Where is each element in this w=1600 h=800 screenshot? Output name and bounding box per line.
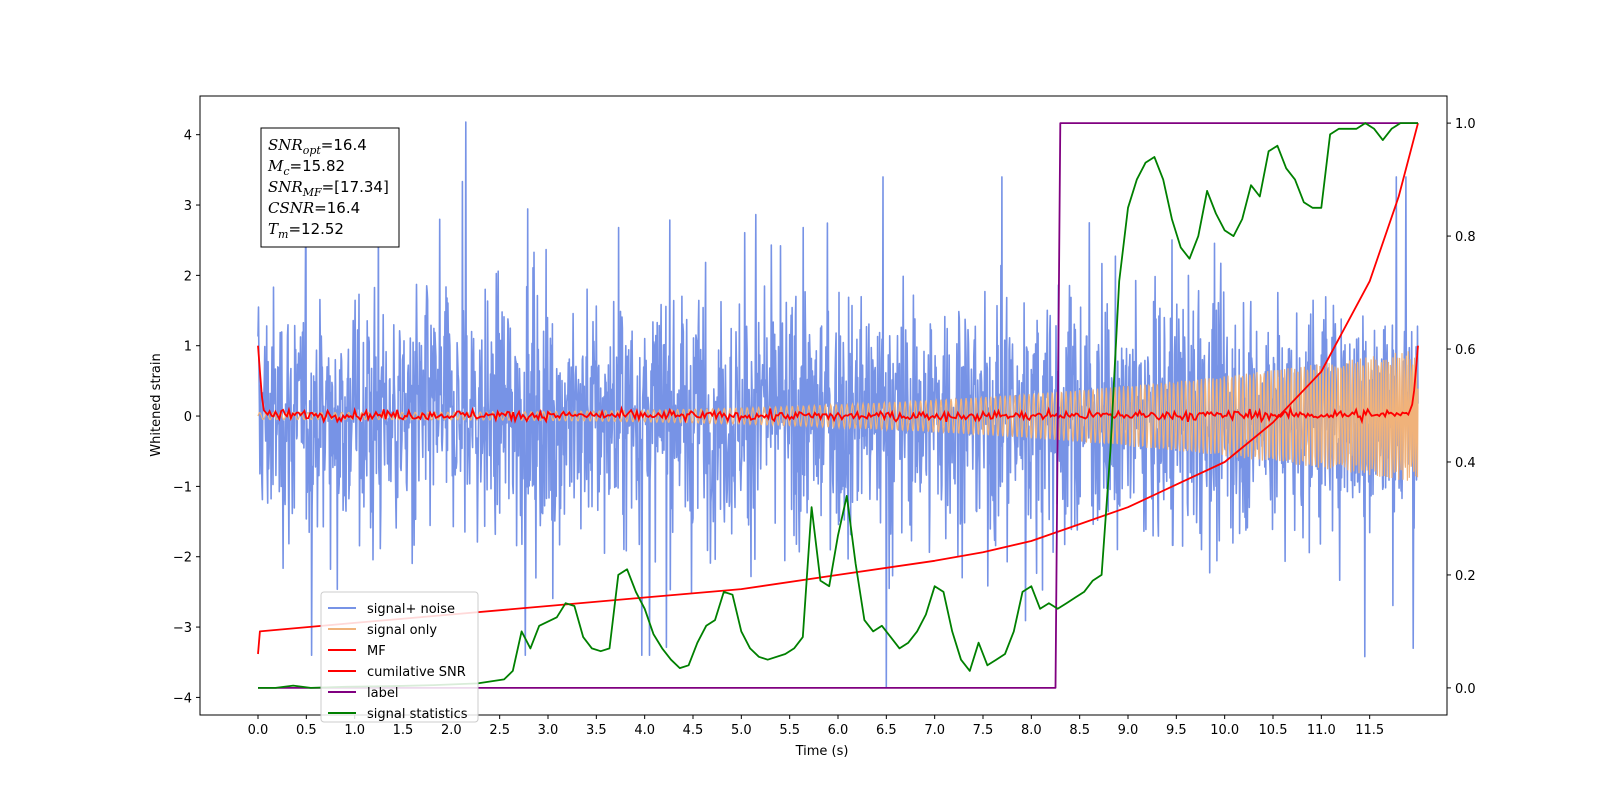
x-tick-label: 9.0 xyxy=(1118,723,1139,738)
x-tick-label: 7.5 xyxy=(973,723,994,738)
legend-label: signal only xyxy=(367,623,437,638)
y2-tick-label: 0.6 xyxy=(1455,343,1476,358)
x-tick-label: 5.0 xyxy=(731,723,752,738)
x-tick-label: 2.0 xyxy=(441,723,462,738)
series-label xyxy=(258,122,1418,689)
y-tick-label: 4 xyxy=(184,129,192,144)
y2-tick-label: 1.0 xyxy=(1455,117,1476,132)
y-tick-label: 1 xyxy=(184,340,192,355)
x-tick-label: 0.5 xyxy=(296,723,317,738)
x-tick-label: 3.0 xyxy=(538,723,559,738)
annotation-line: CSNR=16.4 xyxy=(268,199,360,217)
series-signal-statistics xyxy=(258,122,1418,689)
series-mf xyxy=(257,345,1419,425)
y2-tick-label: 0.4 xyxy=(1455,456,1476,471)
x-axis-label: Time (s) xyxy=(795,744,849,759)
x-tick-label: 6.5 xyxy=(876,723,897,738)
y-axis-label: Whitened strain xyxy=(149,353,164,456)
plot-frame xyxy=(199,95,1448,716)
annotation-line: SNRMF=[17.34] xyxy=(268,178,389,199)
legend-label: MF xyxy=(367,644,386,659)
x-tick-label: 4.5 xyxy=(683,723,704,738)
y-tick-label: −4 xyxy=(173,691,192,706)
legend-label: cumilative SNR xyxy=(367,665,466,680)
y-tick-label: −1 xyxy=(173,480,192,495)
annotation-line: Mc=15.82 xyxy=(267,157,345,178)
y-tick-label: −2 xyxy=(173,551,192,566)
annotation-line: SNRopt=16.4 xyxy=(268,136,367,157)
y-tick-label: 0 xyxy=(184,410,192,425)
y2-tick-label: 0.0 xyxy=(1455,682,1476,697)
x-tick-label: 7.0 xyxy=(924,723,945,738)
legend-label: signal statistics xyxy=(367,707,468,722)
y-tick-label: 2 xyxy=(184,269,192,284)
x-tick-label: 11.0 xyxy=(1307,723,1336,738)
x-tick-label: 10.0 xyxy=(1210,723,1239,738)
legend-item-signal-noise: signal+ noise xyxy=(328,602,455,617)
legend-item-label: label xyxy=(328,686,398,701)
x-tick-label: 0.0 xyxy=(248,723,269,738)
x-tick-label: 10.5 xyxy=(1259,723,1288,738)
annotation-box: SNRopt=16.4Mc=15.82SNRMF=[17.34]CSNR=16.… xyxy=(260,127,400,248)
x-tick-label: 8.0 xyxy=(1021,723,1042,738)
y-tick-label: 3 xyxy=(184,199,192,214)
x-tick-label: 2.5 xyxy=(489,723,510,738)
y2-tick-label: 0.8 xyxy=(1455,230,1476,245)
legend: signal+ noise signal only MF cumilative SNR… xyxy=(320,591,479,723)
x-tick-label: 6.0 xyxy=(828,723,849,738)
legend-item-signal-statistics: signal statistics xyxy=(328,707,468,722)
x-tick-label: 8.5 xyxy=(1069,723,1090,738)
legend-label: signal+ noise xyxy=(367,602,455,617)
series-signal-only xyxy=(257,351,1419,481)
y-tick-label: −3 xyxy=(173,621,192,636)
legend-item-signal-only: signal only xyxy=(328,623,437,638)
x-tick-label: 4.0 xyxy=(634,723,655,738)
x-tick-label: 3.5 xyxy=(586,723,607,738)
legend-label: label xyxy=(367,686,398,701)
series-signal-noise xyxy=(257,121,1419,688)
x-tick-label: 5.5 xyxy=(779,723,800,738)
x-tick-label: 1.0 xyxy=(344,723,365,738)
x-tick-label: 9.5 xyxy=(1166,723,1187,738)
x-tick-label: 1.5 xyxy=(393,723,414,738)
legend-item-mf: MF xyxy=(328,644,386,659)
x-tick-label: 11.5 xyxy=(1355,723,1384,738)
y2-tick-label: 0.2 xyxy=(1455,569,1476,584)
annotation-line: Tm=12.52 xyxy=(268,220,344,241)
legend-item-cumilative-snr: cumilative SNR xyxy=(328,665,466,680)
